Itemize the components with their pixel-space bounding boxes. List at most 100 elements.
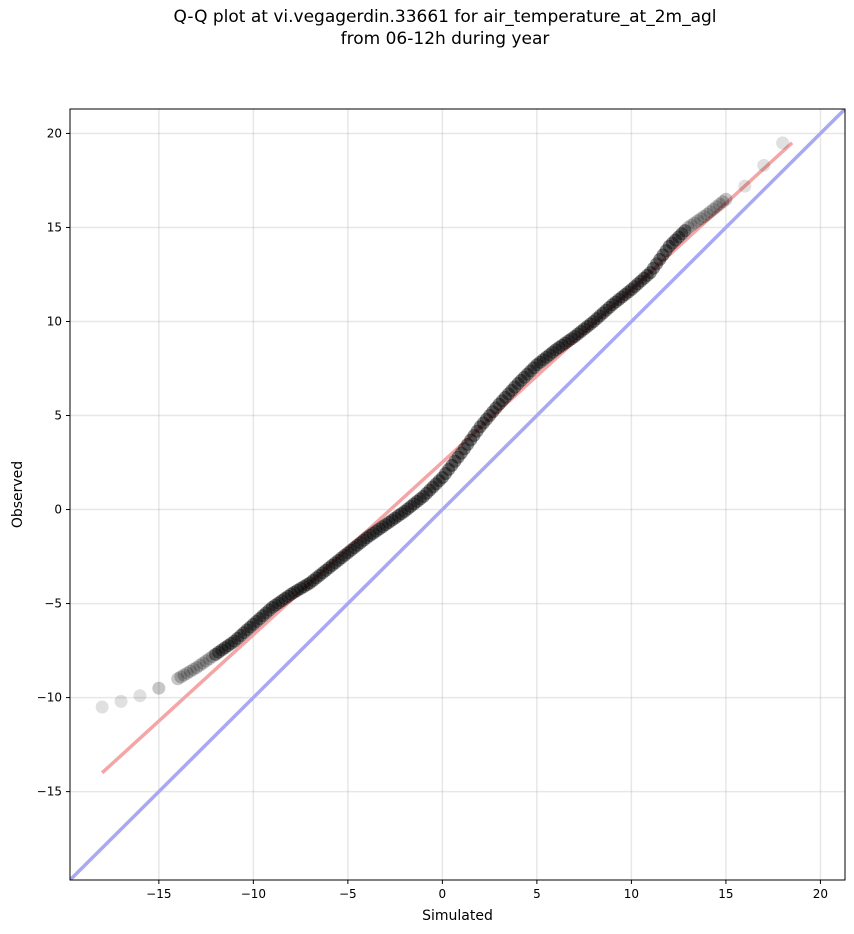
quantile-point [498, 390, 512, 404]
quantile-point [275, 594, 289, 608]
quantile-point [536, 353, 550, 367]
quantile-point [706, 202, 720, 216]
quantile-point [776, 136, 790, 150]
quantile-point [691, 214, 705, 228]
quantile-point [486, 405, 500, 419]
quantile-point [606, 298, 619, 312]
x-tick-label: 15 [718, 887, 733, 901]
quantile-point [240, 623, 254, 637]
quantile-point [177, 668, 191, 682]
quantile-point [209, 647, 223, 661]
quantile-point [221, 639, 235, 653]
quantile-point [561, 334, 575, 348]
identity-line [70, 109, 845, 880]
quantile-point [366, 526, 380, 540]
x-tick-label: 20 [813, 887, 828, 901]
quantile-point [432, 474, 446, 488]
quantile-point [558, 336, 572, 350]
y-tick-label: 0 [54, 503, 62, 517]
quantile-point [565, 332, 579, 346]
quantile-point [684, 218, 698, 232]
quantile-point [713, 197, 727, 211]
quantile-point [404, 499, 418, 513]
quantile-point [243, 620, 257, 634]
quantile-point [549, 343, 563, 357]
quantile-point [571, 327, 585, 341]
quantile-point [669, 233, 683, 247]
quantile-point [709, 200, 723, 214]
quantile-point [215, 643, 229, 657]
quantile-point [555, 338, 569, 352]
quantile-point [394, 507, 408, 521]
quantile-point [410, 494, 424, 508]
quantile-point [426, 480, 440, 494]
quantile-point [322, 561, 336, 575]
quantile-point [479, 412, 493, 426]
quantile-point [335, 551, 349, 565]
quantile-point [599, 303, 613, 317]
quantile-point [593, 309, 607, 323]
quantile-point [587, 314, 601, 328]
quantile-point [193, 658, 207, 672]
quantile-point [259, 606, 273, 620]
quantile-point [227, 634, 241, 648]
quantile-point [234, 629, 248, 643]
quantile-point [505, 383, 519, 397]
quantile-point [152, 681, 166, 695]
quantile-point [716, 195, 730, 209]
quantile-point [183, 664, 197, 678]
quantile-point [694, 212, 708, 226]
quantile-point [338, 548, 352, 562]
quantile-point [347, 541, 361, 555]
quantile-point [451, 450, 465, 464]
identity-line-layer [70, 109, 845, 880]
quantile-point [114, 694, 128, 708]
quantile-point [659, 244, 673, 258]
quantile-point [612, 293, 626, 307]
quantile-point [376, 520, 390, 534]
y-tick-label: 15 [47, 220, 62, 234]
fit-line-layer [100, 141, 794, 775]
ticks-layer: −15 −10 −5 0 5 10 15 20 −15 −10 −5 0 5 10 15 20 [37, 126, 828, 901]
quantile-point [290, 583, 304, 597]
quantile-point [313, 568, 327, 582]
quantile-point [253, 612, 267, 626]
quantile-point [454, 446, 468, 460]
quantile-point [650, 257, 664, 271]
quantile-point [678, 224, 692, 238]
quantile-point [574, 325, 588, 339]
quantile-point [653, 252, 667, 266]
quantile-point [533, 355, 547, 369]
quantile-point [524, 364, 538, 378]
quantile-point [186, 662, 200, 676]
quantile-point [757, 158, 771, 172]
quantile-point [738, 179, 752, 193]
quantile-point [552, 341, 566, 355]
quantile-point [577, 322, 591, 336]
quantile-point [656, 248, 670, 262]
quantile-point [369, 524, 383, 538]
quantile-point [341, 546, 355, 560]
quantile-point [483, 409, 497, 423]
quantile-point [624, 283, 638, 297]
y-tick-label: −15 [37, 785, 62, 799]
quantile-point [237, 626, 251, 640]
quantile-point [174, 670, 188, 684]
quantile-point [580, 320, 594, 334]
quantile-point [401, 502, 415, 516]
y-tick-label: −10 [37, 691, 62, 705]
x-axis-label: Simulated [422, 908, 493, 924]
quantile-point [457, 442, 471, 456]
quantile-point [303, 576, 317, 590]
quantile-point [190, 661, 204, 675]
quantile-point [517, 370, 531, 384]
chart-title: Q-Q plot at vi.vegagerdin.33661 for air_… [0, 6, 854, 50]
quantile-point [508, 380, 522, 394]
quantile-point [95, 700, 109, 714]
quantile-point [489, 401, 503, 415]
quantile-point [278, 592, 292, 606]
quantile-point [445, 458, 459, 472]
quantile-point [284, 587, 298, 601]
quantile-point [133, 689, 147, 703]
